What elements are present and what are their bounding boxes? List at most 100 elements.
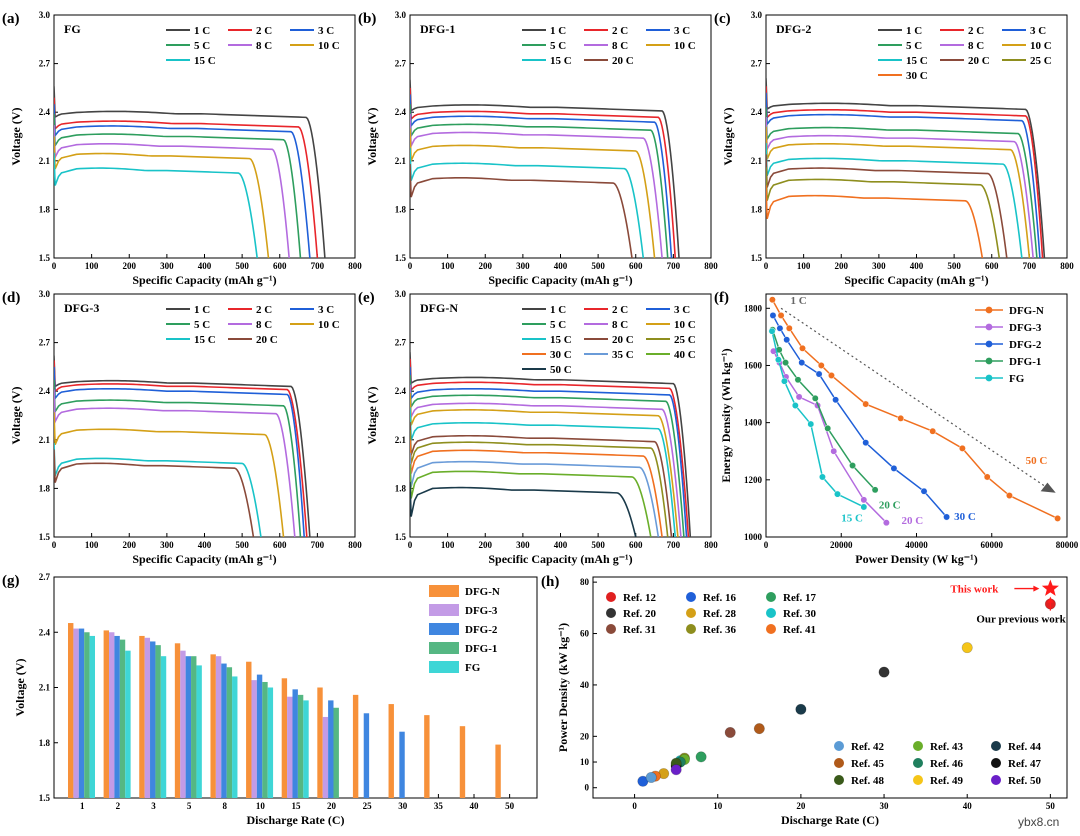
series-line — [410, 464, 652, 537]
series-line — [766, 107, 1038, 258]
x-tick-label: 600 — [273, 261, 287, 271]
legend-label: 15 C — [906, 55, 928, 67]
data-point — [724, 726, 736, 738]
legend-label: DFG-N — [1009, 305, 1044, 317]
legend-label: 10 C — [318, 40, 340, 52]
y-tick-label: 3.0 — [751, 10, 763, 20]
bar — [333, 707, 339, 798]
series-line — [766, 117, 1034, 258]
series-line — [766, 126, 1031, 258]
legend-label: Ref. 44 — [1008, 741, 1041, 753]
legend-label: DFG-2 — [1009, 339, 1042, 351]
bar — [352, 694, 359, 798]
x-tick-label: 300 — [160, 261, 174, 271]
x-tick-label: 200 — [835, 261, 849, 271]
legend-label: 1 C — [550, 25, 566, 37]
data-point — [834, 490, 841, 498]
legend-label: Ref. 17 — [783, 592, 816, 604]
y-tick-label: 2.7 — [39, 338, 51, 348]
x-tick-label: 50 — [1046, 801, 1056, 811]
x-tick-label: 500 — [235, 540, 249, 550]
legend-label: 3 C — [318, 304, 334, 316]
y-tick-label: 1.8 — [395, 483, 407, 493]
data-point — [849, 462, 856, 469]
legend-label: Ref. 50 — [1008, 775, 1041, 787]
panel-label-c: (c) — [714, 11, 731, 27]
series-line — [766, 78, 1046, 258]
series-line — [771, 331, 865, 508]
bar — [256, 674, 263, 798]
x-tick-label: 8 — [222, 801, 227, 811]
bar — [196, 665, 202, 798]
bar — [155, 645, 161, 798]
x-tick-label: 100 — [85, 261, 99, 271]
bar — [109, 632, 115, 798]
series-line — [410, 104, 669, 258]
series-line — [771, 329, 876, 491]
y-tick-label: 2.1 — [395, 435, 407, 445]
legend-marker — [766, 608, 776, 618]
x-tick-label: 5 — [187, 801, 192, 811]
legend-label: 3 C — [674, 25, 690, 37]
data-point — [832, 396, 840, 404]
y-tick-label: 2.4 — [39, 107, 51, 117]
legend-label: Ref. 12 — [623, 592, 656, 604]
legend-marker — [985, 340, 993, 348]
x-tick-label: 500 — [591, 261, 605, 271]
series-line — [410, 439, 663, 537]
legend-label: 20 C — [612, 55, 634, 67]
series-line — [54, 366, 306, 537]
annotation-label: 50 C — [1026, 455, 1048, 467]
y-axis-title: Energy Density (Wh kg⁻¹) — [719, 348, 733, 482]
bar — [328, 700, 334, 798]
series-line — [766, 185, 984, 258]
annotation-label: 20 C — [901, 515, 923, 527]
y-tick-label: 2.4 — [395, 386, 407, 396]
series-line — [54, 113, 302, 258]
x-tick-label: 50 — [505, 801, 515, 811]
legend-label: 1 C — [906, 25, 922, 37]
data-point — [860, 503, 868, 511]
data-point — [777, 311, 785, 319]
data-point — [776, 324, 784, 332]
legend-marker — [991, 741, 1001, 751]
legend-marker — [985, 306, 993, 314]
legend-label: 3 C — [674, 304, 690, 316]
panel-label-f: (f) — [714, 290, 729, 306]
y-tick-label: 2.1 — [39, 435, 51, 445]
y-axis-title: Voltage (V) — [9, 108, 23, 166]
bar — [191, 656, 197, 798]
y-tick-label: 3.0 — [395, 10, 407, 20]
x-tick-label: 100 — [441, 261, 455, 271]
legend-label: 35 C — [612, 349, 634, 361]
y-tick-label: 1.5 — [395, 532, 407, 542]
panel-label-h: (h) — [541, 574, 559, 590]
y-tick-label: 1.5 — [39, 253, 51, 263]
bar — [246, 661, 252, 798]
x-tick-label: 80000 — [1056, 540, 1079, 550]
x-tick-label: 200 — [479, 261, 493, 271]
x-tick-label: 40 — [470, 801, 480, 811]
bar — [226, 667, 233, 798]
watermark: ybx8.cn — [1018, 815, 1059, 829]
data-point — [818, 473, 826, 481]
legend-label: 15 C — [194, 55, 216, 67]
y-tick-label: 1.5 — [751, 253, 763, 263]
x-axis-title: Specific Capacity (mAh g⁻¹) — [488, 552, 632, 566]
legend-label: 25 C — [674, 334, 696, 346]
sample-label-e: DFG-N — [420, 301, 458, 315]
data-point — [830, 447, 838, 455]
x-tick-label: 400 — [554, 261, 568, 271]
bar — [459, 726, 466, 798]
y-tick-label: 20 — [580, 731, 590, 741]
legend-label: 8 C — [256, 319, 272, 331]
data-point — [882, 519, 890, 527]
series-line — [766, 92, 1041, 258]
data-point — [670, 764, 682, 776]
y-tick-label: 40 — [580, 680, 590, 690]
data-point — [799, 344, 806, 352]
x-tick-label: 800 — [348, 540, 362, 550]
legend-label: 5 C — [194, 319, 210, 331]
sample-label-d: DFG-3 — [64, 301, 99, 315]
legend-label: 1 C — [194, 304, 210, 316]
